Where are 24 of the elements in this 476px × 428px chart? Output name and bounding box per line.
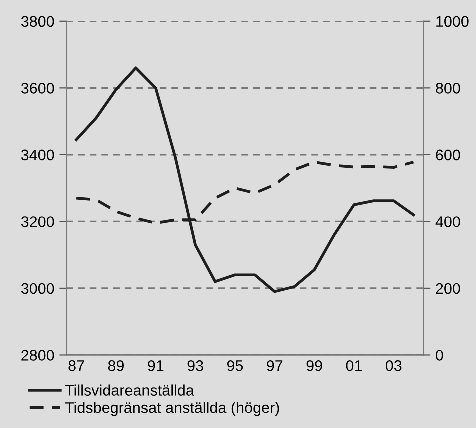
x-tick-label: 03 bbox=[386, 360, 402, 372]
y-tick-label: 3000 bbox=[21, 283, 54, 294]
x-tick-label: 93 bbox=[188, 360, 204, 372]
y2-tick-label: 1000 bbox=[436, 16, 469, 28]
x-tick-label: 97 bbox=[267, 360, 283, 372]
y-tick-label: 3400 bbox=[21, 150, 54, 161]
y-tick-label: 2800 bbox=[22, 350, 54, 361]
x-tick-label: 89 bbox=[108, 360, 124, 372]
x-tick-label: 87 bbox=[68, 360, 84, 372]
y2-tick-label: 600 bbox=[436, 150, 460, 161]
x-tick-label: 99 bbox=[306, 360, 322, 372]
y2-tick-label: 400 bbox=[436, 216, 460, 228]
y2-tick-label: 200 bbox=[436, 283, 460, 294]
legend-label: Tidsbegränsat anställda (höger) bbox=[65, 402, 280, 416]
line-series bbox=[75, 66, 416, 294]
y-tick-label: 3600 bbox=[21, 83, 54, 94]
x-tick-label: 91 bbox=[148, 360, 164, 372]
y-tick-label: 3200 bbox=[21, 216, 54, 228]
x-tick-label: 01 bbox=[346, 360, 362, 372]
y2-tick-label: 0 bbox=[436, 350, 444, 361]
legend-label: Tillsvidareanställda bbox=[65, 384, 194, 396]
x-tick-label: 95 bbox=[227, 360, 244, 372]
y2-tick-label: 800 bbox=[436, 83, 460, 94]
y-tick-label: 3800 bbox=[21, 16, 54, 28]
